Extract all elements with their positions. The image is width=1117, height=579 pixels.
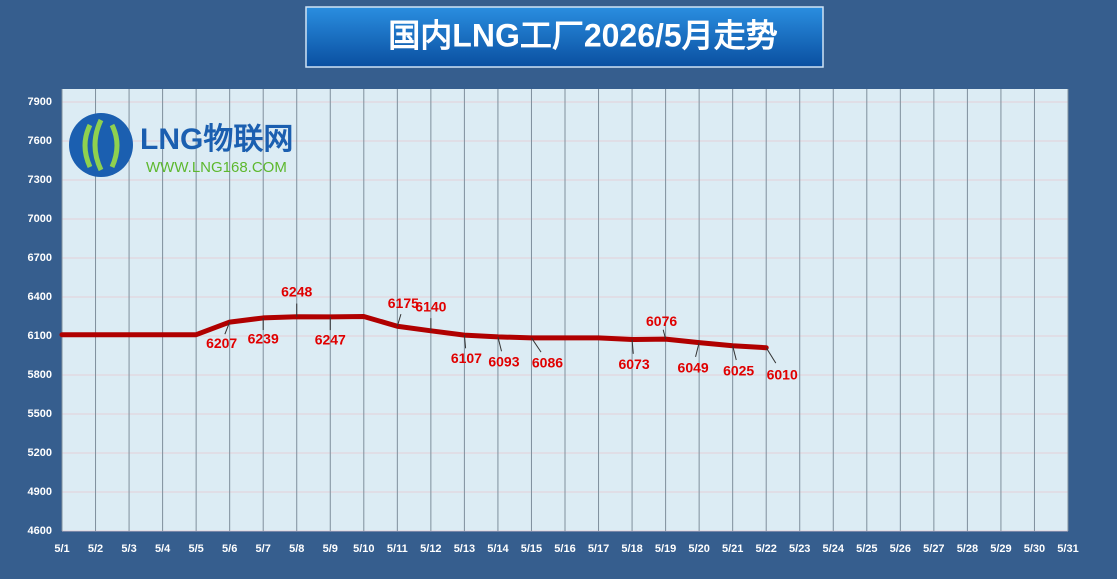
x-tick-label: 5/13 — [454, 543, 475, 555]
leader-line — [631, 339, 634, 354]
y-tick-label: 5200 — [28, 447, 52, 459]
y-tick-label: 7000 — [28, 213, 52, 225]
logo-name: LNG物联网 — [140, 123, 293, 156]
x-tick-label: 5/31 — [1057, 543, 1078, 555]
data-label: 6247 — [315, 332, 346, 348]
data-label: 6107 — [451, 350, 482, 366]
leader-line — [765, 347, 777, 364]
x-tick-label: 5/14 — [487, 543, 509, 555]
x-tick-label: 5/4 — [155, 543, 171, 555]
x-tick-label: 5/29 — [990, 543, 1011, 555]
y-tick-label: 5500 — [28, 408, 52, 420]
x-tick-label: 5/19 — [655, 543, 676, 555]
y-tick-label: 6700 — [28, 252, 52, 264]
data-label: 6073 — [618, 356, 649, 372]
x-tick-label: 5/1 — [54, 543, 69, 555]
data-label: 6239 — [248, 331, 279, 347]
x-tick-label: 5/3 — [121, 543, 136, 555]
x-tick-label: 5/30 — [1024, 543, 1045, 555]
x-tick-label: 5/10 — [353, 543, 374, 555]
y-tick-label: 7900 — [28, 96, 52, 108]
logo: LNG物联网 WWW.LNG168.COM — [69, 113, 293, 177]
leader-line — [732, 345, 737, 361]
x-tick-label: 5/9 — [323, 543, 338, 555]
leader-line — [695, 342, 700, 358]
x-tick-label: 5/12 — [420, 543, 441, 555]
leader-line — [224, 321, 231, 335]
data-label: 6093 — [488, 354, 519, 370]
x-tick-label: 5/18 — [621, 543, 642, 555]
leader-line — [396, 314, 402, 327]
title-box — [305, 6, 824, 68]
x-tick-label: 5/2 — [88, 543, 103, 555]
x-tick-label: 5/23 — [789, 543, 810, 555]
y-tick-label: 4900 — [28, 486, 52, 498]
x-tick-label: 5/27 — [923, 543, 944, 555]
y-tick-label: 4600 — [28, 525, 52, 537]
y-tick-label: 6100 — [28, 330, 52, 342]
x-tick-label: 5/22 — [755, 543, 776, 555]
chart-title: 国内LNG工厂2026/5月走势 — [388, 17, 777, 53]
x-tick-label: 5/8 — [289, 543, 304, 555]
y-tick-label: 6400 — [28, 291, 52, 303]
data-label: 6049 — [678, 359, 709, 375]
x-tick-label: 5/24 — [823, 543, 845, 555]
data-label: 6025 — [723, 362, 754, 378]
leader-line — [531, 337, 542, 353]
x-tick-label: 5/28 — [957, 543, 978, 555]
x-tick-label: 5/25 — [856, 543, 877, 555]
data-label: 6175 — [388, 295, 419, 311]
y-tick-label: 7300 — [28, 174, 52, 186]
data-label: 6086 — [532, 355, 563, 371]
x-tick-label: 5/21 — [722, 543, 743, 555]
x-tick-label: 5/5 — [188, 543, 203, 555]
x-tick-label: 5/26 — [890, 543, 911, 555]
leader-line — [463, 335, 467, 349]
data-label: 6207 — [206, 335, 237, 351]
data-label: 6010 — [767, 366, 798, 382]
leader-line — [662, 329, 667, 340]
x-tick-label: 5/6 — [222, 543, 237, 555]
x-tick-label: 5/16 — [554, 543, 575, 555]
data-label: 6140 — [415, 299, 446, 315]
x-tick-label: 5/7 — [256, 543, 271, 555]
x-tick-label: 5/17 — [588, 543, 609, 555]
x-tick-label: 5/15 — [521, 543, 542, 555]
data-label: 6248 — [281, 283, 312, 299]
logo-wave — [82, 118, 120, 172]
y-tick-label: 7600 — [28, 135, 52, 147]
data-label: 6076 — [646, 313, 677, 329]
logo-url: WWW.LNG168.COM — [146, 159, 287, 176]
y-tick-label: 5800 — [28, 369, 52, 381]
x-tick-label: 5/11 — [387, 543, 408, 555]
x-tick-label: 5/20 — [688, 543, 709, 555]
leader-line — [497, 336, 503, 352]
line-series — [59, 314, 769, 351]
